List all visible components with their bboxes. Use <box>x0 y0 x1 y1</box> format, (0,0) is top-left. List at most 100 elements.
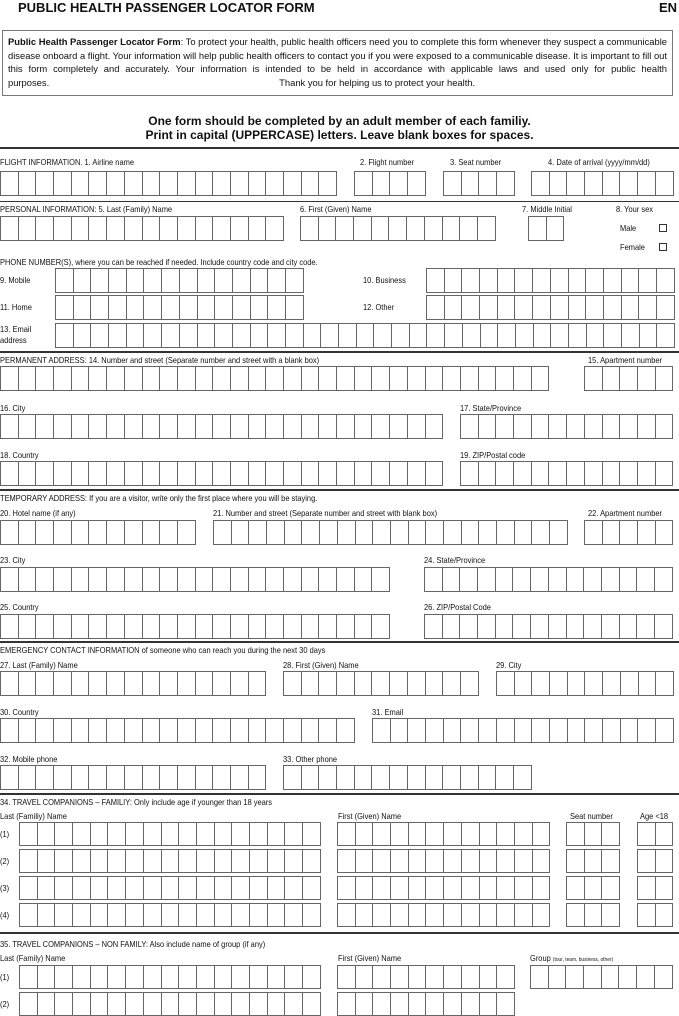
char-box[interactable] <box>445 324 463 347</box>
char-box[interactable] <box>89 568 108 591</box>
family-first-name-field[interactable] <box>337 903 551 927</box>
char-box[interactable] <box>426 462 444 485</box>
char-box[interactable] <box>179 877 197 899</box>
char-box[interactable] <box>285 993 303 1015</box>
char-box[interactable] <box>514 415 532 438</box>
char-box[interactable] <box>249 367 267 390</box>
char-box[interactable] <box>54 521 72 544</box>
char-box[interactable] <box>479 719 497 742</box>
char-box[interactable] <box>356 966 374 988</box>
char-box[interactable] <box>479 172 498 195</box>
mobile-field[interactable] <box>55 268 304 293</box>
char-box[interactable] <box>602 568 620 591</box>
char-box[interactable] <box>656 367 674 390</box>
char-box[interactable] <box>143 766 161 789</box>
char-box[interactable] <box>547 217 565 240</box>
char-box[interactable] <box>656 850 674 872</box>
char-box[interactable] <box>391 823 409 845</box>
char-box[interactable] <box>197 966 215 988</box>
char-box[interactable] <box>319 367 338 390</box>
char-box[interactable] <box>125 672 143 695</box>
char-box[interactable] <box>567 172 586 195</box>
char-box[interactable] <box>531 568 549 591</box>
char-box[interactable] <box>621 672 639 695</box>
char-box[interactable] <box>198 269 216 292</box>
char-box[interactable] <box>55 877 74 899</box>
first-name-field[interactable] <box>300 216 496 241</box>
char-box[interactable] <box>657 269 675 292</box>
char-box[interactable] <box>162 993 180 1015</box>
char-box[interactable] <box>125 172 143 195</box>
char-box[interactable] <box>197 877 215 899</box>
char-box[interactable] <box>178 615 196 638</box>
char-box[interactable] <box>108 850 127 872</box>
char-box[interactable] <box>178 462 196 485</box>
char-box[interactable] <box>1 462 19 485</box>
char-box[interactable] <box>303 993 321 1015</box>
char-box[interactable] <box>19 172 37 195</box>
char-box[interactable] <box>127 296 145 319</box>
char-box[interactable] <box>656 877 674 899</box>
char-box[interactable] <box>372 367 391 390</box>
char-box[interactable] <box>585 823 603 845</box>
char-box[interactable] <box>160 217 178 240</box>
char-box[interactable] <box>497 993 515 1015</box>
char-box[interactable] <box>107 719 125 742</box>
char-box[interactable] <box>72 415 90 438</box>
char-box[interactable] <box>20 966 38 988</box>
char-box[interactable] <box>268 877 286 899</box>
char-box[interactable] <box>249 719 267 742</box>
char-box[interactable] <box>533 877 551 899</box>
char-box[interactable] <box>55 850 74 872</box>
char-box[interactable] <box>302 615 320 638</box>
char-box[interactable] <box>249 672 267 695</box>
char-box[interactable] <box>549 415 568 438</box>
char-box[interactable] <box>409 823 427 845</box>
char-box[interactable] <box>197 993 215 1015</box>
char-box[interactable] <box>54 615 72 638</box>
char-box[interactable] <box>72 766 90 789</box>
char-box[interactable] <box>215 966 233 988</box>
char-box[interactable] <box>215 850 233 872</box>
char-box[interactable] <box>444 521 462 544</box>
char-box[interactable] <box>302 568 320 591</box>
char-box[interactable] <box>444 904 462 926</box>
char-box[interactable] <box>497 966 515 988</box>
perm-country-field[interactable] <box>0 461 444 486</box>
char-box[interactable] <box>160 415 178 438</box>
char-box[interactable] <box>266 217 284 240</box>
char-box[interactable] <box>357 324 375 347</box>
char-box[interactable] <box>569 324 587 347</box>
char-box[interactable] <box>655 568 673 591</box>
char-box[interactable] <box>231 415 249 438</box>
char-box[interactable] <box>604 269 622 292</box>
family-last-name-field[interactable] <box>19 876 321 900</box>
char-box[interactable] <box>91 324 110 347</box>
char-box[interactable] <box>337 415 355 438</box>
char-box[interactable] <box>426 415 444 438</box>
char-box[interactable] <box>54 462 72 485</box>
char-box[interactable] <box>72 615 90 638</box>
char-box[interactable] <box>319 672 338 695</box>
char-box[interactable] <box>533 850 551 872</box>
char-box[interactable] <box>426 766 444 789</box>
char-box[interactable] <box>373 993 392 1015</box>
char-box[interactable] <box>125 719 143 742</box>
char-box[interactable] <box>319 172 338 195</box>
char-box[interactable] <box>213 415 231 438</box>
char-box[interactable] <box>444 993 462 1015</box>
char-box[interactable] <box>426 904 445 926</box>
char-box[interactable] <box>638 904 656 926</box>
char-box[interactable] <box>197 904 215 926</box>
char-box[interactable] <box>143 719 161 742</box>
char-box[interactable] <box>390 415 408 438</box>
char-box[interactable] <box>498 296 516 319</box>
char-box[interactable] <box>391 877 409 899</box>
perm-state-field[interactable] <box>460 414 674 439</box>
char-box[interactable] <box>127 324 145 347</box>
char-box[interactable] <box>213 568 231 591</box>
char-box[interactable] <box>196 615 214 638</box>
char-box[interactable] <box>638 462 656 485</box>
char-box[interactable] <box>410 324 428 347</box>
char-box[interactable] <box>355 766 373 789</box>
